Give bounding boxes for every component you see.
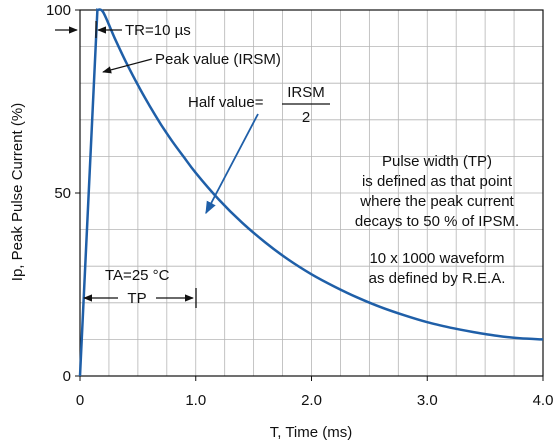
x-axis: 0 1.0 2.0 3.0 4.0 [76, 376, 554, 409]
note-line: where the peak current [359, 193, 514, 210]
peak-label: Peak value (IRSM) [155, 51, 281, 68]
x-tick-label: 4.0 [533, 392, 554, 409]
y-axis-label: Ip, Peak Pulse Current (%) [9, 103, 26, 281]
note-line: decays to 50 % of IPSM. [355, 213, 519, 230]
note-line: Pulse width (TP) [382, 153, 492, 170]
note-line: is defined as that point [362, 173, 513, 190]
note-block: Pulse width (TP) is defined as that poin… [355, 153, 519, 287]
tp-label: TP [127, 290, 146, 307]
half-value-label: Half value= [188, 94, 264, 111]
x-tick-label: 0 [76, 392, 84, 409]
y-tick-label: 50 [54, 185, 71, 202]
half-value-denominator: 2 [302, 109, 310, 126]
half-value-numerator: IRSM [287, 84, 325, 101]
note-line: as defined by R.E.A. [369, 270, 506, 287]
half-value-arrow [205, 113, 259, 215]
ta-label: TA=25 °C [105, 267, 170, 284]
peak-arrow [102, 58, 153, 74]
y-axis: 0 50 100 [46, 2, 80, 385]
y-tick-label: 100 [46, 2, 71, 19]
tr-label: TR=10 µs [125, 22, 191, 39]
x-tick-label: 2.0 [301, 392, 322, 409]
note-line: 10 x 1000 waveform [369, 250, 504, 267]
x-tick-label: 3.0 [417, 392, 438, 409]
series-line [78, 8, 544, 377]
grid [80, 10, 543, 376]
x-tick-label: 1.0 [185, 392, 206, 409]
y-tick-label: 0 [63, 368, 71, 385]
x-axis-label: T, Time (ms) [270, 424, 353, 441]
